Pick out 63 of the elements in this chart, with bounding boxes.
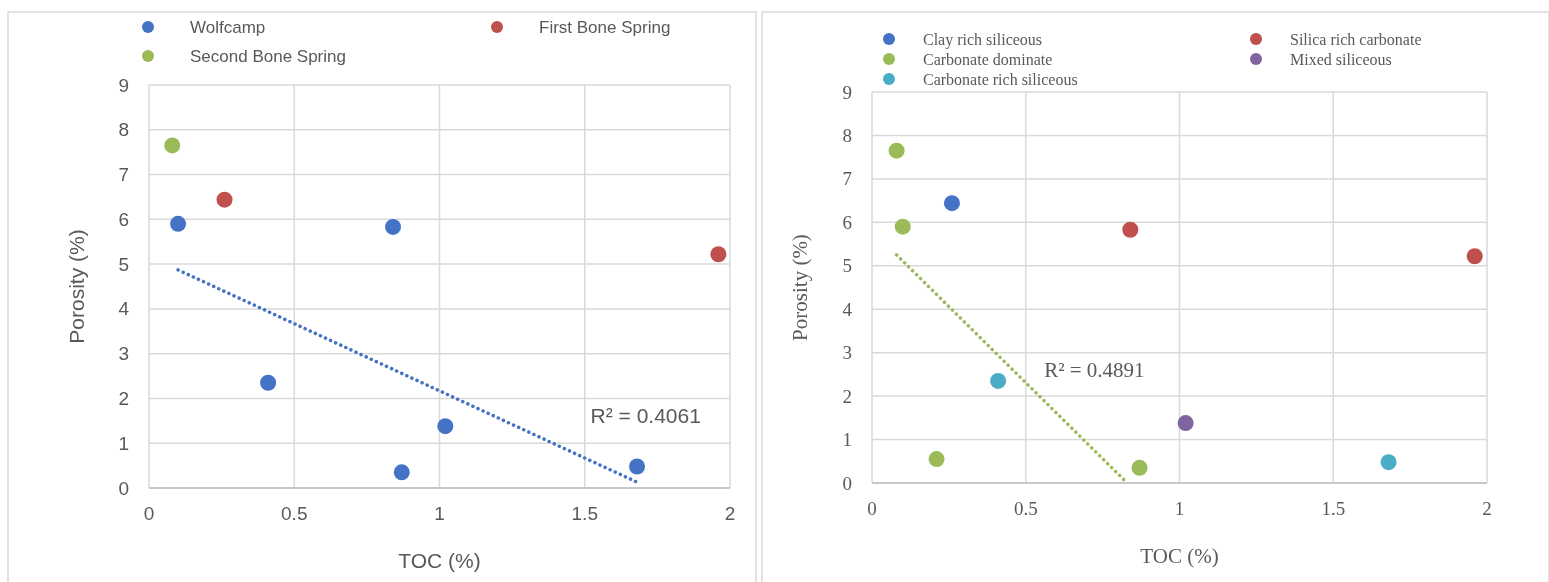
y-tick-label: 7 bbox=[118, 164, 129, 186]
annotation: R² = 0.4891 bbox=[1044, 357, 1145, 382]
x-axis-title: TOC (%) bbox=[1140, 544, 1219, 568]
point bbox=[170, 215, 187, 232]
y-tick-label: 6 bbox=[842, 211, 852, 233]
y-tick-label: 3 bbox=[118, 343, 129, 365]
y-tick-label: 9 bbox=[842, 81, 852, 103]
legend-label: First Bone Spring bbox=[539, 17, 671, 37]
y-tick-label: 5 bbox=[842, 255, 852, 277]
x-tick-label: 0 bbox=[867, 498, 877, 519]
y-tick-label: 0 bbox=[118, 477, 129, 499]
y-tick-label: 5 bbox=[118, 253, 129, 275]
point bbox=[437, 418, 454, 435]
point bbox=[1380, 454, 1397, 471]
point bbox=[928, 451, 945, 468]
point bbox=[1177, 415, 1194, 432]
point bbox=[260, 374, 277, 391]
y-tick-label: 9 bbox=[118, 74, 129, 96]
y-axis-title: Porosity (%) bbox=[65, 229, 88, 344]
y-tick-label: 3 bbox=[842, 342, 852, 364]
point bbox=[943, 195, 960, 212]
point bbox=[164, 137, 181, 154]
x-tick-label: 0.5 bbox=[1013, 498, 1038, 519]
y-tick-label: 6 bbox=[118, 208, 129, 230]
point bbox=[894, 218, 911, 235]
point bbox=[888, 142, 905, 159]
y-tick-label: 8 bbox=[842, 124, 852, 146]
annotation: R² = 0.4061 bbox=[590, 404, 701, 428]
y-tick-label: 4 bbox=[118, 298, 130, 320]
point bbox=[1131, 459, 1148, 476]
x-tick-label: 2 bbox=[724, 503, 736, 524]
point bbox=[1122, 221, 1139, 238]
y-tick-label: 2 bbox=[842, 385, 852, 407]
point bbox=[1466, 248, 1483, 265]
y-tick-label: 1 bbox=[118, 432, 129, 454]
y-tick-label: 7 bbox=[842, 168, 852, 190]
y-tick-label: 2 bbox=[118, 387, 129, 409]
legend-label: Carbonate dominate bbox=[923, 50, 1053, 68]
x-tick-label: 1 bbox=[434, 503, 445, 524]
x-tick-label: 0 bbox=[143, 503, 155, 524]
y-tick-label: 8 bbox=[118, 119, 129, 141]
point bbox=[710, 246, 727, 263]
legend-label: Second Bone Spring bbox=[190, 46, 346, 66]
legend-label: Wolfcamp bbox=[190, 17, 266, 37]
y-tick-label: 4 bbox=[842, 298, 853, 320]
point bbox=[393, 464, 410, 481]
x-tick-label: 1.5 bbox=[571, 503, 598, 524]
legend-label: Silica rich carbonate bbox=[1290, 30, 1422, 48]
legend-label: Clay rich siliceous bbox=[923, 30, 1043, 49]
x-tick-label: 1.5 bbox=[1321, 498, 1346, 519]
x-tick-label: 1 bbox=[1174, 498, 1185, 519]
x-tick-label: 0.5 bbox=[281, 503, 308, 524]
legend-label: Mixed siliceous bbox=[1290, 50, 1392, 68]
y-axis-title: Porosity (%) bbox=[788, 234, 812, 341]
y-tick-label: 0 bbox=[842, 472, 852, 494]
point bbox=[990, 372, 1007, 389]
point bbox=[385, 218, 402, 235]
point bbox=[629, 458, 646, 475]
x-axis-title: TOC (%) bbox=[398, 549, 481, 572]
point bbox=[216, 191, 233, 208]
legend-label: Carbonate rich siliceous bbox=[923, 70, 1078, 88]
x-tick-label: 2 bbox=[1482, 498, 1492, 519]
y-tick-label: 1 bbox=[842, 429, 852, 451]
